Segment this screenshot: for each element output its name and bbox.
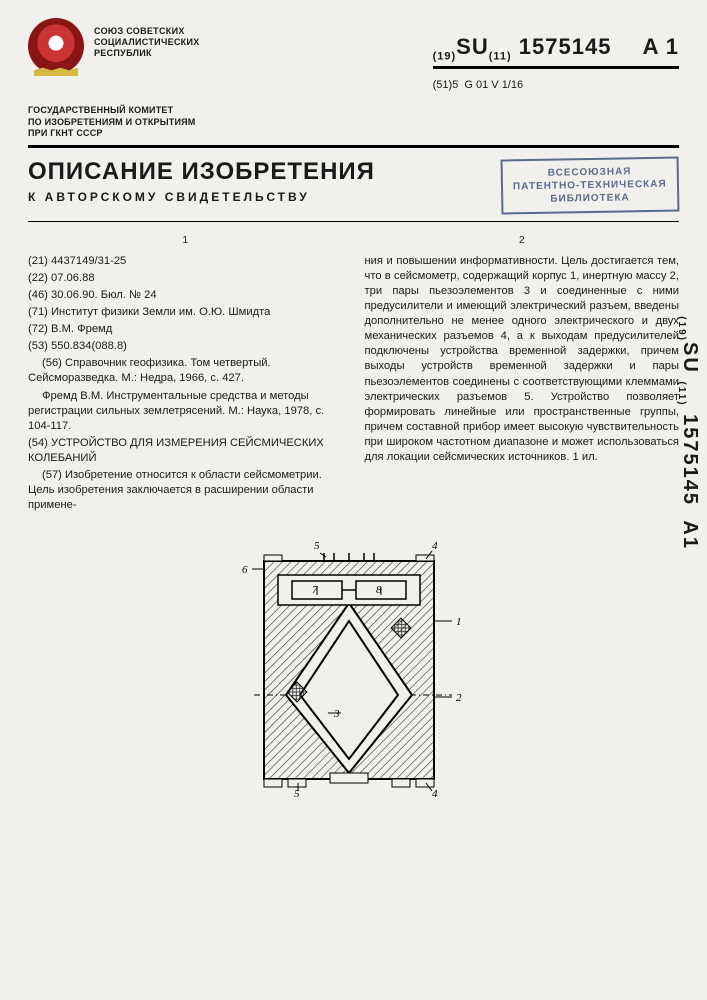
side-prefix: (19)	[676, 316, 687, 342]
svg-text:4: 4	[432, 540, 438, 552]
header-top-row: СОЮЗ СОВЕТСКИХ СОЦИАЛИСТИЧЕСКИХ РЕСПУБЛИ…	[28, 18, 679, 91]
field-56-1: (56) Справочник геофизика. Том четвертый…	[28, 356, 343, 386]
union-label: СОЮЗ СОВЕТСКИХ СОЦИАЛИСТИЧЕСКИХ РЕСПУБЛИ…	[94, 18, 200, 58]
side-number: 1575145	[679, 414, 701, 506]
country-code: SU	[456, 34, 489, 59]
patent-figure: 1 2 3 4 4 5 5 6 7 8	[234, 525, 474, 805]
side-country: SU	[679, 342, 701, 374]
field-53: (53) 550.834(088.8)	[28, 339, 343, 354]
rule-thick-1	[28, 145, 679, 148]
column-2: 2 ния и повышении информативности. Цель …	[365, 234, 680, 515]
abstract-continuation: ния и повышении информативности. Цель до…	[365, 254, 680, 466]
svg-text:4: 4	[432, 788, 438, 800]
doc-number-prefix: (11)	[489, 50, 512, 62]
library-stamp: ВСЕСОЮЗНАЯ ПАТЕНТНО-ТЕХНИЧЕСКАЯ БИБЛИОТЕ…	[501, 157, 680, 215]
svg-text:8: 8	[376, 584, 382, 596]
title-main: ОПИСАНИЕ ИЗОБРЕТЕНИЯ	[28, 158, 375, 186]
patent-page: СОЮЗ СОВЕТСКИХ СОЦИАЛИСТИЧЕСКИХ РЕСПУБЛИ…	[0, 0, 707, 1000]
field-46: (46) 30.06.90. Бюл. № 24	[28, 288, 343, 303]
figure-area: 1 2 3 4 4 5 5 6 7 8	[28, 525, 679, 805]
col2-number: 2	[365, 234, 680, 248]
title-sub: К АВТОРСКОМУ СВИДЕТЕЛЬСТВУ	[28, 190, 375, 204]
side-num-prefix: (11)	[676, 381, 687, 406]
svg-text:5: 5	[314, 540, 320, 552]
committee-label: ГОСУДАРСТВЕННЫЙ КОМИТЕТ ПО ИЗОБРЕТЕНИЯМ …	[28, 105, 679, 139]
ussr-emblem-icon	[28, 18, 84, 74]
svg-text:1: 1	[456, 616, 462, 628]
stamp-line-3: БИБЛИОТЕКА	[513, 191, 667, 207]
classification-code: G 01 V 1/16	[464, 79, 523, 91]
publication-block: (19)SU(11) 1575145 A 1 (51)5 G 01 V 1/16	[433, 18, 679, 91]
country-code-prefix: (19)	[433, 50, 457, 62]
col1-number: 1	[28, 234, 343, 248]
svg-text:5: 5	[294, 788, 300, 800]
svg-text:6: 6	[242, 564, 248, 576]
side-kind: A1	[679, 520, 701, 550]
classification-prefix: (51)5	[433, 79, 459, 91]
field-72: (72) В.М. Фремд	[28, 322, 343, 337]
biblio-columns: 1 (21) 4437149/31-25 (22) 07.06.88 (46) …	[28, 234, 679, 515]
publication-number-line: (19)SU(11) 1575145 A 1	[433, 34, 679, 69]
side-publication-code: (19)SU (11) 1575145 A1	[676, 316, 701, 550]
rule-thin-1	[28, 221, 679, 222]
title-block: ОПИСАНИЕ ИЗОБРЕТЕНИЯ К АВТОРСКОМУ СВИДЕТ…	[28, 158, 375, 204]
kind-code: A 1	[643, 34, 679, 59]
column-1: 1 (21) 4437149/31-25 (22) 07.06.88 (46) …	[28, 234, 343, 515]
field-21: (21) 4437149/31-25	[28, 254, 343, 269]
classification-line: (51)5 G 01 V 1/16	[433, 79, 679, 91]
field-57-start: (57) Изобретение относится к области сей…	[28, 468, 343, 513]
title-row: ОПИСАНИЕ ИЗОБРЕТЕНИЯ К АВТОРСКОМУ СВИДЕТ…	[28, 158, 679, 213]
svg-text:7: 7	[312, 584, 318, 596]
field-56-2: Фремд В.М. Инструментальные средства и м…	[28, 389, 343, 434]
doc-number: 1575145	[519, 34, 612, 59]
field-22: (22) 07.06.88	[28, 271, 343, 286]
svg-text:3: 3	[333, 708, 340, 720]
svg-text:2: 2	[456, 692, 462, 704]
field-54: (54) УСТРОЙСТВО ДЛЯ ИЗМЕРЕНИЯ СЕЙСМИЧЕСК…	[28, 436, 343, 466]
field-71: (71) Институт физики Земли им. О.Ю. Шмид…	[28, 305, 343, 320]
